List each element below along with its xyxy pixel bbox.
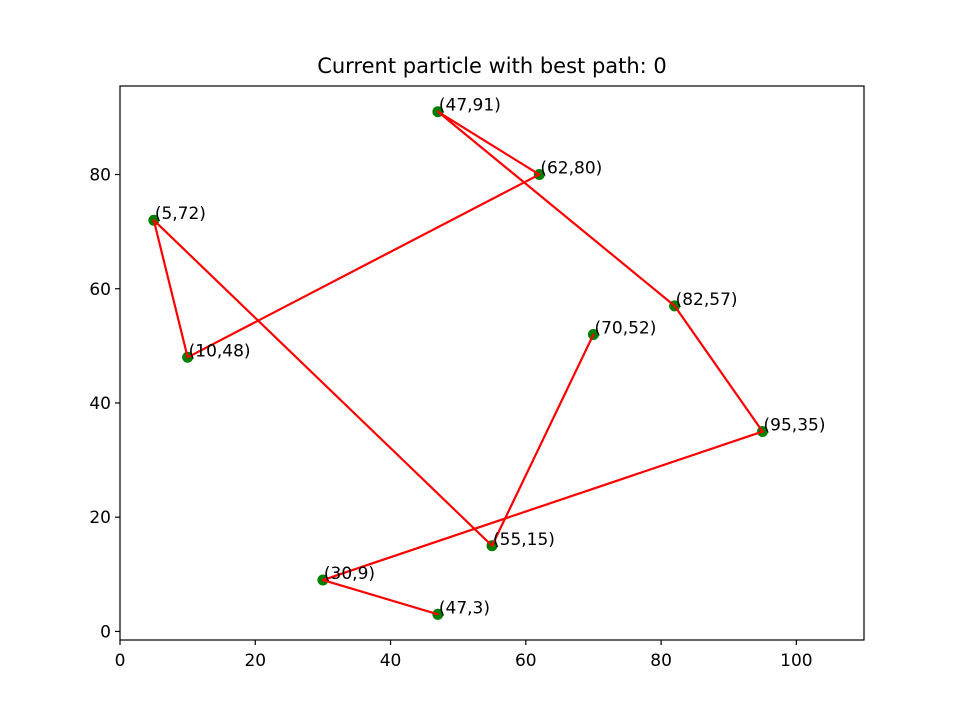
point-label: (62,80) [540,159,602,179]
point-label: (30,9) [324,564,375,584]
path-segment [490,333,595,547]
path-segment [436,110,541,176]
point-label: (47,91) [439,96,501,116]
x-tick-label: 100 [780,651,812,671]
x-tick-label: 20 [244,651,266,671]
plot-area: 0 20 40 60 80 100 0 20 40 60 80 (47,91) (62,80) (5,72… [89,85,865,671]
y-tick-label: 60 [89,280,111,300]
x-tick-label: 80 [650,651,672,671]
point-label: (70,52) [594,318,656,338]
path-segment [321,430,764,582]
y-tick-label: 40 [89,394,111,414]
x-tick-label: 60 [515,651,537,671]
point-label: (47,3) [439,598,490,618]
path-segment [321,578,439,616]
x-tick-label: 0 [115,651,126,671]
point-label: (82,57) [676,290,738,310]
point-label: (95,35) [764,416,826,436]
chart-title: Current particle with best path: 0 [317,54,667,78]
y-tick-label: 20 [89,508,111,528]
point-label: (55,15) [493,530,555,550]
x-tick-label: 40 [380,651,402,671]
point-label: (10,48) [189,341,251,361]
y-tick-label: 80 [89,166,111,186]
path-segment [152,219,189,359]
axes-frame [119,85,865,641]
path-segment [673,304,764,433]
y-tick-label: 0 [100,622,111,642]
point-label: (5,72) [155,204,206,224]
path-segment [186,173,541,359]
path-segment [152,219,494,547]
path-segment [436,110,676,307]
